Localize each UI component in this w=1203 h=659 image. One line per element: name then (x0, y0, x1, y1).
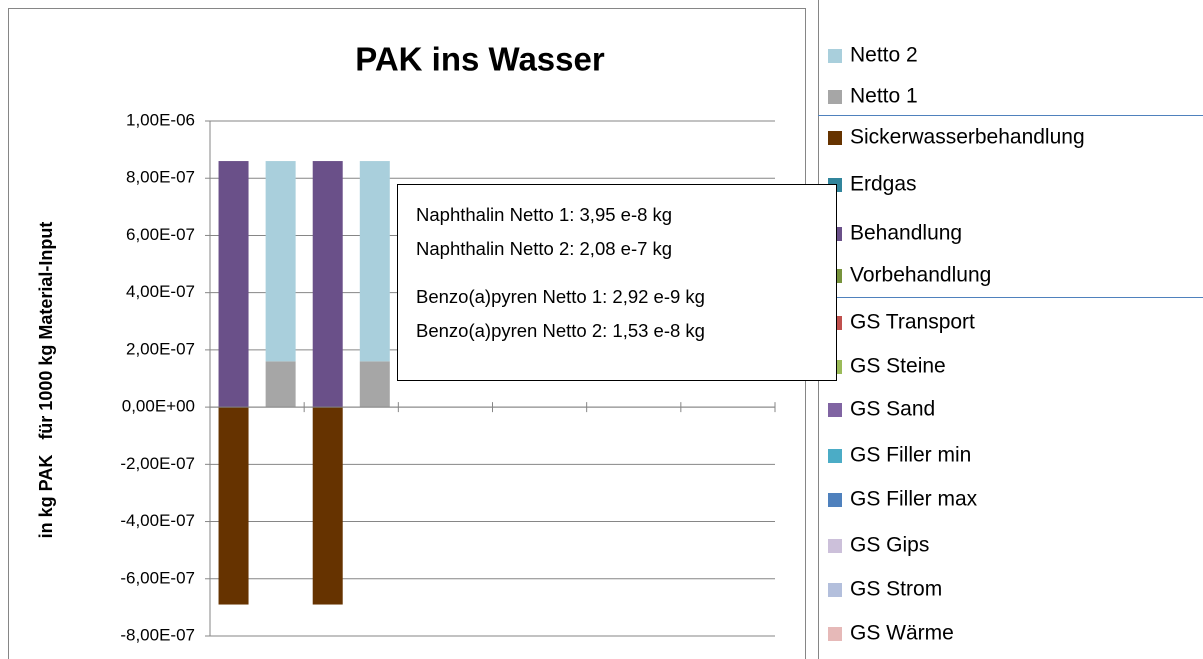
y-tick-label: 2,00E-07 (126, 339, 195, 358)
legend-swatch (828, 539, 842, 553)
legend-label: Sickerwasserbehandlung (850, 126, 1085, 149)
legend-label: GS Filler max (850, 488, 978, 511)
legend-swatch (828, 403, 842, 417)
bar (265, 161, 296, 362)
legend-swatch (828, 131, 842, 145)
annotation-text: Benzo(a)pyren Netto 1: 2,92 e-9 kg (416, 286, 705, 307)
legend-label: Vorbehandlung (850, 264, 991, 287)
legend-swatch (828, 90, 842, 104)
legend-label: Netto 2 (850, 44, 918, 67)
bar (218, 161, 249, 408)
annotation-text: Naphthalin Netto 2: 2,08 e-7 kg (416, 238, 672, 259)
legend-swatch (828, 449, 842, 463)
y-tick-label: 0,00E+00 (122, 397, 195, 416)
bar (359, 161, 390, 362)
bar (218, 407, 249, 605)
y-tick-label: -2,00E-07 (120, 454, 195, 473)
legend-label: GS Filler min (850, 444, 971, 467)
annotation-box (397, 184, 837, 381)
annotation-text: Benzo(a)pyren Netto 2: 1,53 e-8 kg (416, 320, 705, 341)
y-tick-label: -6,00E-07 (120, 568, 195, 587)
y-tick-label: 1,00E-06 (126, 110, 195, 129)
legend-label: GS Transport (850, 311, 975, 334)
y-tick-label: 4,00E-07 (126, 282, 195, 301)
legend-label: Behandlung (850, 222, 962, 245)
legend-label: GS Wärme (850, 622, 954, 645)
bar (312, 407, 343, 605)
y-tick-label: 8,00E-07 (126, 168, 195, 187)
legend-label: Erdgas (850, 173, 917, 196)
legend-label: GS Steine (850, 355, 946, 378)
annotation-text: Naphthalin Netto 1: 3,95 e-8 kg (416, 204, 672, 225)
legend-swatch (828, 49, 842, 63)
bar (359, 361, 390, 408)
legend-swatch (828, 583, 842, 597)
y-tick-label: 6,00E-07 (126, 225, 195, 244)
legend-swatch (828, 493, 842, 507)
legend-swatch (828, 627, 842, 641)
legend-label: GS Strom (850, 578, 942, 601)
legend-label: Netto 1 (850, 85, 918, 108)
legend-label: GS Gips (850, 534, 929, 557)
y-axis-label: in kg PAK für 1000 kg Material-Input (36, 222, 56, 539)
y-tick-label: -4,00E-07 (120, 511, 195, 530)
legend-label: GS Sand (850, 398, 935, 421)
y-tick-label: -8,00E-07 (120, 625, 195, 644)
bar (312, 161, 343, 408)
chart-title: PAK ins Wasser (355, 41, 605, 78)
bar (265, 361, 296, 408)
